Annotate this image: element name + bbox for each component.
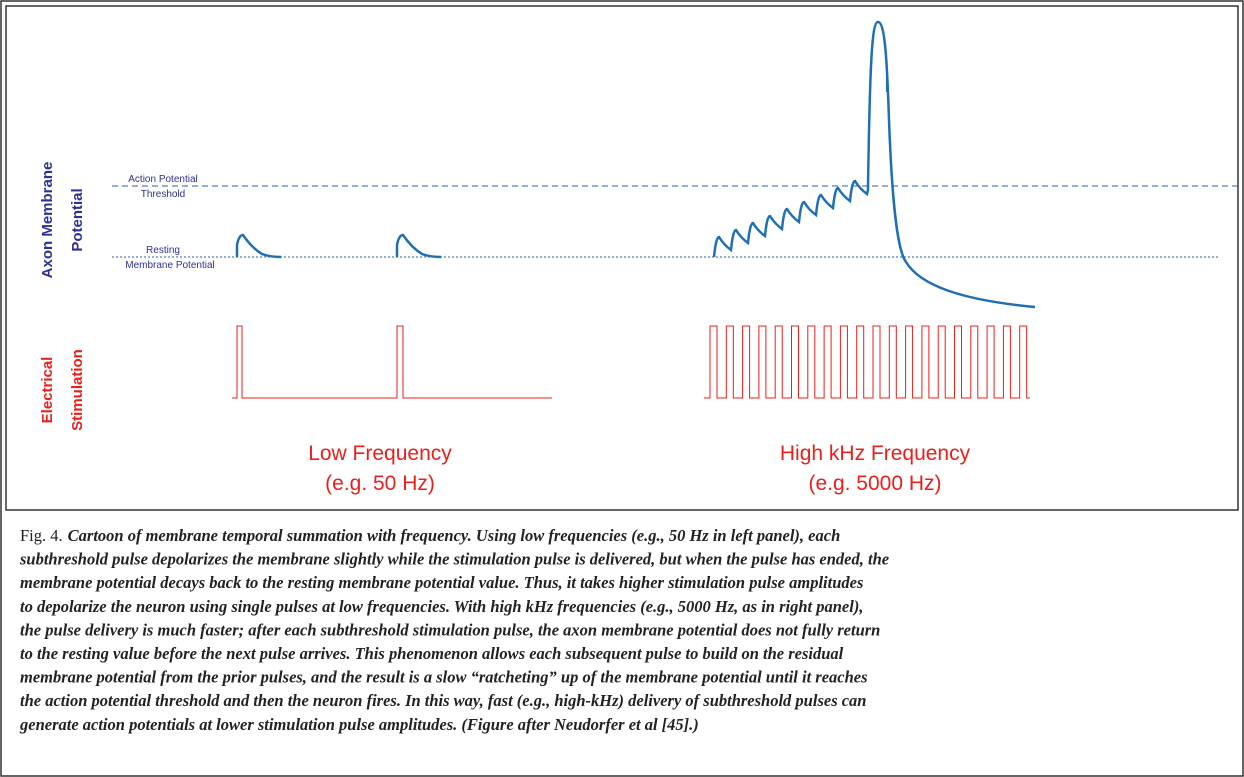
caption-number: Fig. 4. xyxy=(20,526,63,545)
axis-label-line: Electrical xyxy=(39,357,56,424)
low-bump xyxy=(395,233,442,259)
figure-frame xyxy=(5,5,1239,511)
stimulation-axis-label: Electrical Stimulation xyxy=(39,349,86,431)
high-label: (e.g. 5000 Hz) xyxy=(808,472,941,495)
membrane-axis-label: Axon Membrane Potential xyxy=(39,162,86,279)
high-response xyxy=(712,20,1036,309)
high-pulses xyxy=(704,325,1030,399)
axis-label-line: Axon Membrane xyxy=(39,162,56,279)
caption-line: membrane potential from the prior pulses… xyxy=(20,668,868,687)
caption-line: the pulse delivery is much faster; after… xyxy=(20,620,880,639)
caption-line: membrane potential decays back to the re… xyxy=(20,573,863,592)
axis-label-line: Stimulation xyxy=(69,349,86,431)
caption-line: generate action potentials at lower stim… xyxy=(19,715,699,734)
low-label: (e.g. 50 Hz) xyxy=(325,472,435,495)
threshold-label: Action Potential xyxy=(128,174,198,185)
resting-label: Resting xyxy=(146,245,180,256)
low-bump xyxy=(235,233,282,259)
threshold-label: Threshold xyxy=(141,189,185,200)
caption-line: subthreshold pulse depolarizes the membr… xyxy=(19,550,889,569)
caption: Fig. 4. Cartoon of membrane temporal summ… xyxy=(19,526,889,734)
caption-line: to the resting value before the next pul… xyxy=(20,644,844,663)
high-label: High kHz Frequency xyxy=(780,442,971,465)
caption-line: the action potential threshold and then … xyxy=(20,691,867,710)
axis-label-line: Potential xyxy=(69,188,86,251)
resting-label: Membrane Potential xyxy=(125,260,215,271)
caption-line: to depolarize the neuron using single pu… xyxy=(20,597,863,616)
caption-line: Fig. 4. Cartoon of membrane temporal summ… xyxy=(20,526,840,545)
low-pulses xyxy=(232,325,552,399)
caption-text: Cartoon of membrane temporal summation w… xyxy=(68,526,841,545)
low-label: Low Frequency xyxy=(308,442,452,465)
